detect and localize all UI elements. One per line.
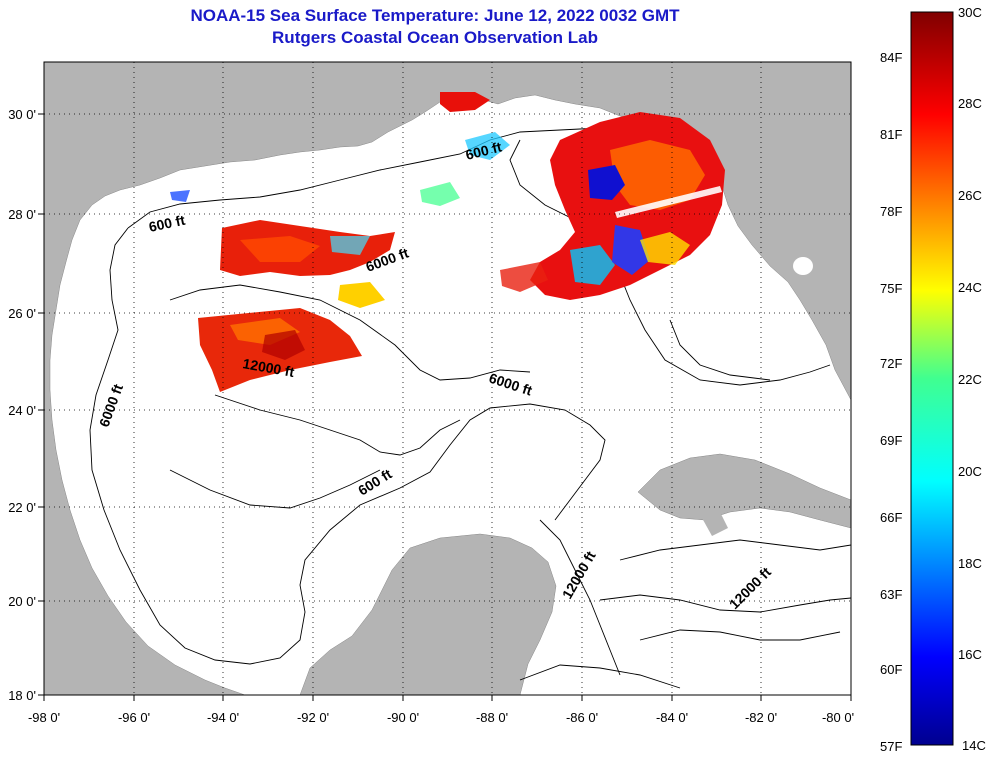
lat-tick-label: 26 0' (8, 306, 36, 321)
lon-tick-label: -88 0' (476, 710, 508, 725)
colorbar-celsius-label: 24C (958, 280, 982, 295)
map-title: NOAA-15 Sea Surface Temperature: June 12… (190, 6, 680, 25)
colorbar-fahrenheit-label: 84F (880, 50, 903, 65)
lake-okeechobee (793, 257, 813, 275)
colorbar-fahrenheit-label: 81F (880, 127, 903, 142)
lon-tick-label: -92 0' (297, 710, 329, 725)
colorbar-celsius-label: 30C (958, 5, 982, 20)
lat-tick-label: 20 0' (8, 594, 36, 609)
colorbar-celsius-label: 20C (958, 464, 982, 479)
lat-tick-label: 18 0' (8, 688, 36, 703)
isle-of-youth-land (702, 512, 728, 536)
map-frame (43, 61, 852, 696)
yucatan-land (299, 533, 557, 695)
colorbar-fahrenheit-label: 66F (880, 510, 903, 525)
lon-tick-label: -94 0' (207, 710, 239, 725)
colorbar-fahrenheit-label: 60F (880, 662, 903, 677)
colorbar-fahrenheit-label: 78F (880, 204, 903, 219)
colorbar-fahrenheit-label: 63F (880, 587, 903, 602)
colorbar-fahrenheit-label: 72F (880, 356, 903, 371)
colorbar-celsius-label: 26C (958, 188, 982, 203)
lon-tick-label: -86 0' (566, 710, 598, 725)
contour-label: 600 ft (147, 212, 186, 235)
colorbar-celsius-label: 22C (958, 372, 982, 387)
colorbar-fahrenheit-label: 57F (880, 739, 903, 754)
lon-tick-label: -98 0' (28, 710, 60, 725)
colorbar-celsius-label: 14C (962, 738, 986, 753)
lat-tick-label: 24 0' (8, 403, 36, 418)
lon-tick-label: -96 0' (118, 710, 150, 725)
lon-tick-label: -84 0' (656, 710, 688, 725)
sst-data-patches (170, 92, 725, 392)
us-gulf-coast-land (44, 62, 851, 695)
lon-tick-label: -80 0' (822, 710, 854, 725)
colorbar-celsius-label: 16C (958, 647, 982, 662)
lat-tick-label: 22 0' (8, 500, 36, 515)
colorbar-fahrenheit-label: 75F (880, 281, 903, 296)
graticule (44, 62, 851, 695)
map-subtitle: Rutgers Coastal Ocean Observation Lab (272, 28, 598, 47)
lon-tick-label: -82 0' (745, 710, 777, 725)
colorbar-celsius-label: 28C (958, 96, 982, 111)
colorbar-fahrenheit-label: 69F (880, 433, 903, 448)
colorbar (910, 11, 954, 746)
axis-ticks (38, 113, 852, 701)
cuba-land (637, 453, 851, 529)
lon-tick-label: -90 0' (387, 710, 419, 725)
lat-tick-label: 30 0' (8, 107, 36, 122)
lat-tick-label: 28 0' (8, 207, 36, 222)
colorbar-celsius-label: 18C (958, 556, 982, 571)
